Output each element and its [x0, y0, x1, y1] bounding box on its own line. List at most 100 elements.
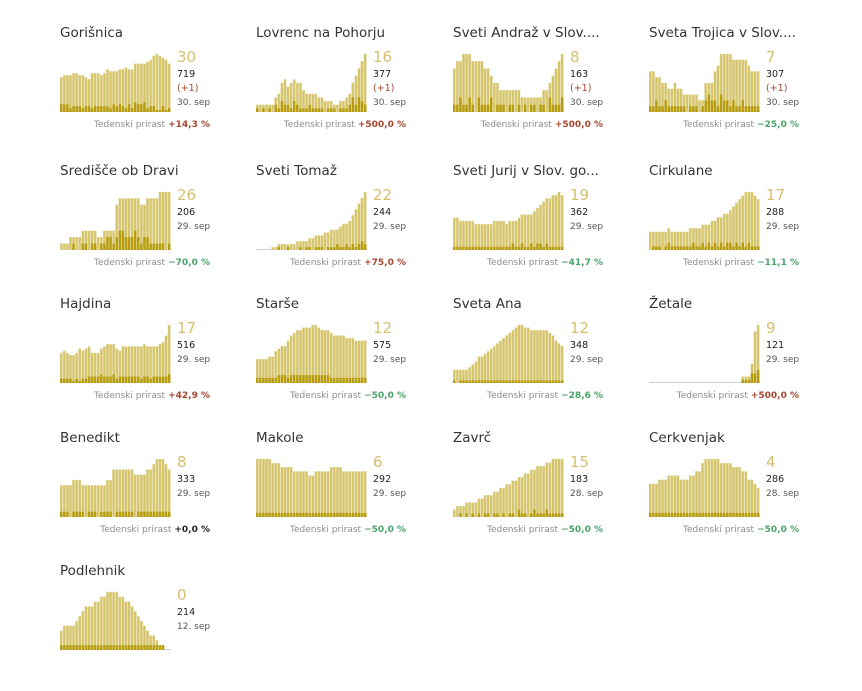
- chart-bar: [342, 100, 346, 112]
- chart-bar: [118, 469, 122, 517]
- chart-bar-segment: [118, 645, 122, 650]
- municipality-card[interactable]: Sveta Trojica v Slov.... 7 307 (+1) 30. sep T…: [649, 25, 845, 153]
- chart-bar: [93, 73, 97, 112]
- chart-bar-segment: [542, 513, 545, 517]
- last-update-date: 29. sep: [766, 355, 800, 365]
- chart-bar-segment: [158, 110, 162, 112]
- chart-bar-segment: [87, 511, 91, 517]
- chart-bar: [465, 502, 469, 517]
- active-cases-value: 26: [177, 186, 197, 204]
- weekly-growth-label: Tedenski prirast: [683, 258, 755, 268]
- municipality-card[interactable]: Lovrenc na Pohorju 16 377 (+1) 30. sep Tedens…: [256, 25, 452, 153]
- chart-bar: [130, 346, 134, 383]
- chart-bar: [462, 505, 465, 517]
- chart-bar: [354, 75, 358, 112]
- chart-bar: [329, 332, 333, 383]
- chart-bar-segment: [90, 108, 94, 112]
- chart-bar: [698, 471, 702, 517]
- municipality-card[interactable]: Sveta Ana 12 348 29. sep Tedenski prirast −28…: [453, 296, 649, 424]
- chart-bar: [265, 104, 268, 112]
- municipality-card[interactable]: Žetale 9 121 29. sep Tedenski prirast +500,0 …: [649, 296, 845, 424]
- municipality-card[interactable]: Zavrč 15 183 28. sep Tedenski prirast −50,0 %: [453, 430, 649, 558]
- municipality-card[interactable]: Podlehnik 0 214 12. sep: [60, 563, 256, 691]
- chart-bar: [109, 71, 113, 112]
- chart-bar-segment: [308, 512, 311, 517]
- chart-bar-segment: [719, 512, 723, 517]
- chart-bar-segment: [456, 104, 459, 112]
- chart-bar: [514, 220, 518, 250]
- chart-bar-segment: [305, 247, 308, 250]
- chart-bar: [357, 340, 361, 383]
- municipality-card[interactable]: Sveti Andraž v Slov.... 8 163 (+1) 30. sep Te…: [453, 25, 649, 153]
- chart-bar-segment: [695, 512, 698, 517]
- chart-bar-segment: [360, 512, 364, 517]
- municipality-card[interactable]: Hajdina 17 516 29. sep Tedenski prirast +42,9…: [60, 296, 256, 424]
- chart-bar: [554, 340, 558, 383]
- chart-bar-segment: [545, 509, 548, 517]
- chart-bar-segment: [539, 104, 542, 112]
- chart-bar: [474, 61, 478, 112]
- chart-bar: [139, 346, 143, 383]
- chart-bar: [357, 203, 361, 250]
- chart-bar: [511, 90, 515, 112]
- total-cases-value: 121: [766, 340, 785, 351]
- chart-bar: [106, 591, 109, 650]
- chart-bar-segment: [744, 379, 748, 383]
- municipality-card[interactable]: Središče ob Dravi 26 206 29. sep Tedenski pr…: [60, 163, 256, 291]
- chart-bar-segment: [459, 97, 462, 112]
- chart-bar-segment: [517, 380, 521, 383]
- chart-bar: [756, 71, 760, 112]
- municipality-card[interactable]: Starše 12 575 29. sep Tedenski prirast −50,0 …: [256, 296, 452, 424]
- chart-bar: [756, 487, 760, 517]
- active-cases-value: 8: [177, 453, 187, 471]
- chart-bar-segment: [483, 104, 487, 112]
- chart-bar: [517, 324, 521, 383]
- chart-bar-segment: [560, 246, 564, 250]
- chart-bar: [698, 100, 702, 112]
- chart-bar-segment: [468, 246, 471, 250]
- chart-bar-segment: [103, 645, 106, 650]
- chart-bar-segment: [554, 246, 558, 250]
- municipality-card[interactable]: Cerkvenjak 4 286 28. sep Tedenski prirast −50…: [649, 430, 845, 558]
- chart-bar-segment: [520, 380, 524, 383]
- municipality-card[interactable]: Sveti Tomaž 22 244 29. sep Tedenski prirast +…: [256, 163, 452, 291]
- chart-bar: [87, 606, 91, 650]
- chart-bar-segment: [462, 246, 465, 250]
- municipality-card[interactable]: Benedikt 8 333 29. sep Tedenski prirast +0,0 …: [60, 430, 256, 558]
- chart-bar: [710, 458, 714, 517]
- chart-bar: [536, 207, 539, 250]
- chart-bar-segment: [704, 512, 707, 517]
- chart-bar: [536, 330, 539, 383]
- chart-bar-segment: [523, 246, 527, 250]
- chart-bar-segment: [121, 106, 125, 112]
- chart-bar-segment: [508, 104, 511, 112]
- weekly-growth: Tedenski prirast +500,0 %: [453, 120, 603, 130]
- chart-bar-segment: [75, 106, 78, 112]
- municipality-card[interactable]: Sveti Jurij v Slov. go... 19 362 29. sep Ted…: [453, 163, 649, 291]
- chart-bar: [360, 471, 364, 517]
- municipality-card[interactable]: Makole 6 292 29. sep Tedenski prirast −50,0 %: [256, 430, 452, 558]
- chart-bar-segment: [137, 237, 140, 250]
- chart-bar-segment: [87, 376, 91, 383]
- chart-bar-segment: [167, 374, 171, 383]
- chart-bar-segment: [465, 513, 468, 517]
- municipality-name: Sveti Jurij v Slov. go...: [453, 163, 599, 179]
- chart-bar-segment: [670, 512, 674, 517]
- chart-bar: [486, 68, 490, 112]
- chart-bar-segment: [155, 645, 159, 650]
- chart-bar-segment: [747, 242, 751, 250]
- chart-bar-segment: [704, 100, 707, 112]
- chart-bar-segment: [87, 106, 91, 112]
- chart-bar-segment: [333, 377, 336, 383]
- chart-bar-segment: [311, 108, 314, 112]
- chart-bar: [75, 479, 79, 517]
- weekly-growth: Tedenski prirast −50,0 %: [453, 525, 603, 535]
- chart-bar-segment: [137, 645, 140, 650]
- chart-bar-segment: [744, 512, 748, 517]
- municipality-card[interactable]: Gorišnica 30 719 (+1) 30. sep Tedenski priras…: [60, 25, 256, 153]
- chart-bar: [323, 471, 327, 517]
- municipality-card[interactable]: Cirkulane 17 288 29. sep Tedenski prirast −11…: [649, 163, 845, 291]
- chart-bar: [106, 479, 109, 517]
- chart-bar-segment: [750, 512, 754, 517]
- weekly-growth: Tedenski prirast −28,6 %: [453, 391, 603, 401]
